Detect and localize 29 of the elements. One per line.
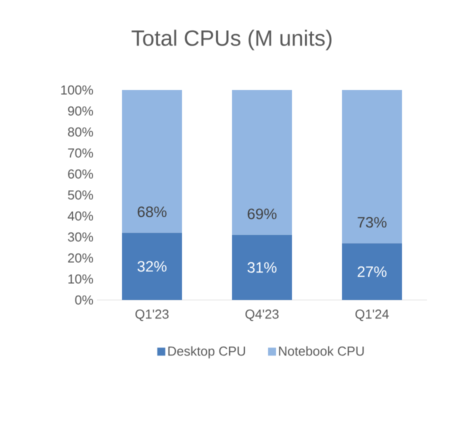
bar [122, 90, 182, 233]
legend-label: Notebook CPU [279, 346, 364, 356]
y-tick-label: 90% [68, 106, 94, 116]
y-tick-label: 100% [61, 85, 94, 95]
bar [232, 90, 292, 235]
x-tick-label: Q1'24 [355, 310, 389, 322]
chart-title: Total CPUs (M units) [132, 30, 332, 50]
x-tick-label: Q1'23 [135, 310, 169, 322]
legend-label: Desktop CPU [168, 346, 246, 358]
data-label: 73% [358, 216, 386, 228]
bar [342, 90, 402, 244]
y-tick-label: 0% [75, 295, 94, 305]
data-label: 32% [138, 261, 166, 272]
y-tick-label: 20% [68, 253, 94, 263]
data-label: 31% [248, 262, 276, 273]
x-tick-label: Q4'23 [245, 310, 279, 322]
data-label: 69% [248, 208, 276, 220]
data-label: 27% [358, 266, 386, 277]
y-tick-label: 10% [68, 274, 94, 284]
y-tick-label: 50% [68, 190, 94, 200]
y-tick-label: 80% [68, 127, 94, 137]
bar [342, 243, 402, 300]
data-label: 68% [138, 206, 166, 218]
bar [232, 234, 292, 300]
y-tick-label: 70% [68, 148, 94, 158]
bar [122, 232, 182, 300]
y-tick-label: 30% [68, 232, 94, 242]
y-tick-label: 60% [68, 169, 94, 179]
y-tick-label: 40% [68, 211, 94, 221]
